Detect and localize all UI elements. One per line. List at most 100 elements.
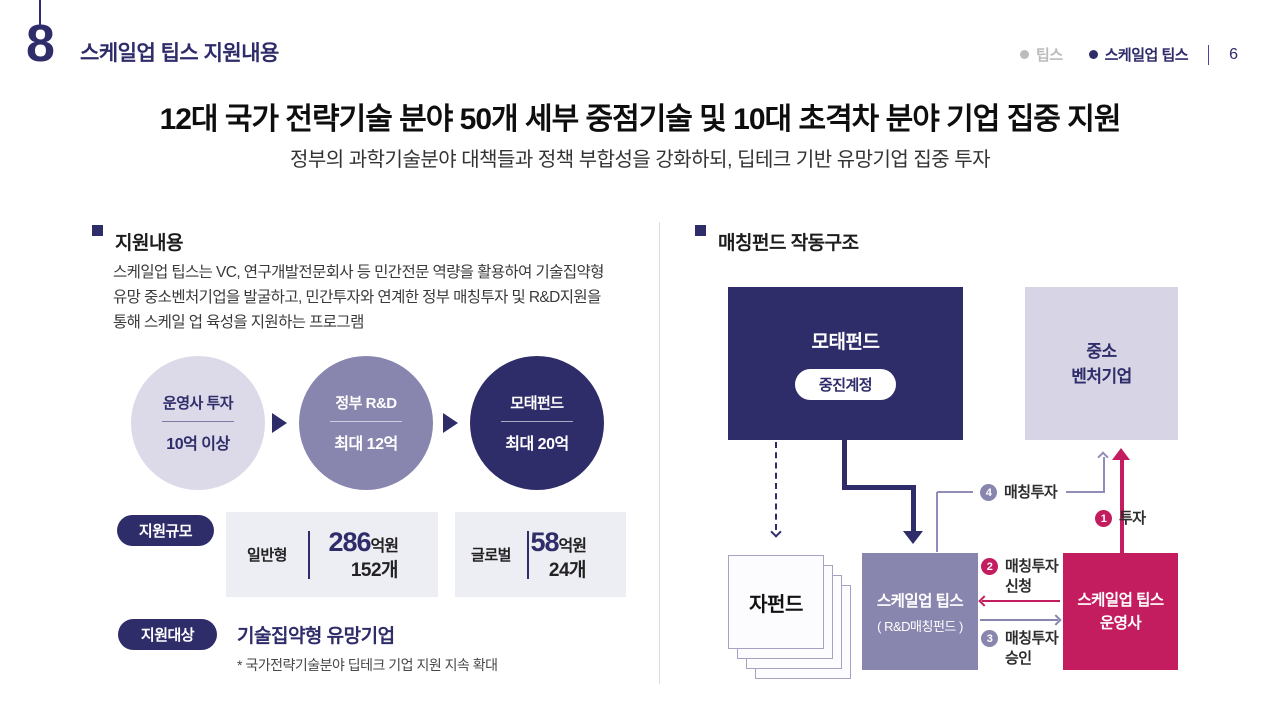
connector-segment — [1066, 491, 1104, 493]
flow-label-matching-investment: 4 매칭투자 — [980, 483, 1058, 503]
description-line: 통해 스케일 업 육성을 지원하는 프로그램 — [113, 314, 364, 331]
box-label: 모태펀드 — [811, 332, 880, 353]
arrow-up-icon — [1112, 448, 1130, 460]
stat-box-global: 글로벌 58억원 24개 — [455, 512, 626, 597]
circle-bottom-label: 최대 20억 — [505, 436, 569, 454]
legend-label: 팁스 — [1036, 47, 1063, 64]
box-label-line: 운영사 — [1099, 614, 1142, 632]
section-bullet-square — [695, 225, 706, 236]
legend-divider — [1208, 44, 1210, 65]
flow-label-matching-approve: 3 매칭투자 승인 — [981, 629, 1059, 669]
connector-segment — [1120, 458, 1124, 553]
connector-segment — [842, 485, 916, 490]
flow-label-investment: 1 투자 — [1095, 509, 1146, 529]
stat-values: 58억원 24개 — [529, 527, 627, 582]
step-2-badge: 2 — [981, 558, 998, 575]
legend-item-tips: 팁스 — [1020, 44, 1063, 65]
breadcrumb-legend: 팁스 스케일업 팁스 6 — [1020, 44, 1238, 65]
box-label-line: 중소 — [1086, 341, 1117, 361]
header-accent-line — [39, 0, 41, 27]
arrow-up-icon — [1097, 451, 1109, 463]
legend-item-scaleup-tips: 스케일업 팁스 — [1088, 44, 1189, 65]
flow-label-matching-apply: 2 매칭투자 신청 — [981, 557, 1059, 597]
section-title-matching: 매칭펀드 작동구조 — [718, 233, 859, 254]
connector-segment — [980, 619, 1058, 621]
box-fund-of-funds: 모태펀드 중진계정 — [728, 287, 963, 440]
box-label-line: 스케일업 팁스 — [876, 592, 964, 610]
stat-box-general: 일반형 286억원 152개 — [226, 512, 438, 597]
arrow-down-icon — [770, 526, 782, 538]
stat-amount-row: 286억원 — [310, 527, 399, 558]
arrow-down-icon — [903, 531, 923, 544]
description-line: 유망 중소벤처기업을 발굴하고, 민간투자와 연계한 정부 매칭투자 및 R&D… — [113, 289, 601, 306]
connector-segment — [842, 440, 847, 490]
badge-support-scale: 지원규모 — [117, 515, 214, 546]
arrow-right-icon — [443, 413, 458, 433]
box-subfund: 자펀드 — [728, 555, 824, 649]
target-title: 기술집약형 유망기업 — [237, 626, 395, 647]
stat-count: 152개 — [350, 560, 399, 582]
circle-top-label: 정부 R&D — [335, 394, 397, 412]
stat-unit: 억원 — [558, 538, 587, 556]
circle-divider — [501, 420, 573, 423]
flow-label-text: 투자 — [1119, 510, 1146, 527]
motae-account-badge: 중진계정 — [794, 369, 897, 400]
arrow-right-icon — [272, 413, 287, 433]
box-scaleup-tips-fund: 스케일업 팁스 ( R&D매칭펀드 ) — [862, 553, 978, 670]
column-divider — [659, 222, 660, 684]
stat-label: 글로벌 — [471, 547, 511, 564]
stat-amount: 286 — [328, 527, 371, 558]
page-number: 6 — [1229, 45, 1238, 63]
flow-label-line: 매칭투자 — [1005, 558, 1059, 575]
circle-top-label: 모태펀드 — [510, 394, 564, 412]
flow-label-text: 매칭투자 신청 — [1005, 557, 1059, 597]
stat-amount-row: 58억원 — [529, 527, 588, 558]
circle-bottom-label: 10억 이상 — [166, 436, 230, 454]
arrow-left-icon — [978, 595, 990, 607]
box-label-line: 스케일업 팁스 — [1077, 591, 1164, 609]
circle-fund-of-funds: 모태펀드 최대 20억 — [470, 356, 604, 490]
circle-bottom-label: 최대 12억 — [334, 436, 398, 454]
stat-amount: 58 — [530, 527, 560, 558]
stat-divider — [527, 530, 529, 579]
support-description: 스케일업 팁스는 VC, 연구개발전문회사 등 민간전문 역량을 활용하여 기술… — [113, 260, 604, 335]
connector-segment — [911, 485, 916, 533]
target-note: * 국가전략기술분야 딥테크 기업 지원 지속 확대 — [237, 657, 498, 673]
slide-title: 스케일업 팁스 지원내용 — [80, 42, 279, 65]
circle-operator-investment: 운영사 투자 10억 이상 — [131, 356, 265, 490]
stat-values: 286억원 152개 — [310, 527, 439, 582]
circle-government-rnd: 정부 R&D 최대 12억 — [299, 356, 433, 490]
legend-label: 스케일업 팁스 — [1104, 47, 1189, 64]
connector-segment — [936, 492, 938, 552]
flow-label-text: 매칭투자 — [1004, 484, 1058, 501]
box-label-line: 벤처기업 — [1071, 366, 1132, 386]
circle-divider — [330, 420, 402, 423]
stat-unit: 억원 — [370, 538, 399, 556]
flow-label-text: 매칭투자 승인 — [1005, 629, 1059, 669]
circle-top-label: 운영사 투자 — [162, 394, 234, 412]
box-scaleup-tips-operator: 스케일업 팁스 운영사 — [1063, 553, 1178, 670]
connector-segment — [982, 600, 1060, 602]
step-4-badge: 4 — [980, 484, 997, 501]
stat-count: 24개 — [548, 560, 587, 582]
stat-divider — [308, 530, 310, 579]
description-line: 스케일업 팁스는 VC, 연구개발전문회사 등 민간전문 역량을 활용하여 기술… — [113, 264, 604, 281]
flow-label-line: 승인 — [1005, 650, 1032, 667]
connector-segment — [937, 491, 973, 493]
circle-divider — [162, 420, 234, 423]
bullet-dot-icon — [1088, 50, 1098, 59]
step-3-badge: 3 — [981, 630, 998, 647]
section-bullet-square — [92, 225, 103, 236]
flow-label-line: 매칭투자 — [1005, 630, 1059, 647]
slide-number-big: 8 — [26, 15, 55, 73]
box-sme-venture: 중소 벤처기업 — [1025, 287, 1178, 440]
badge-support-target: 지원대상 — [118, 619, 217, 650]
flow-label-line: 신청 — [1005, 578, 1032, 595]
arrow-right-icon — [1050, 614, 1062, 626]
box-label-line: ( R&D매칭펀드 ) — [877, 618, 963, 634]
dashed-connector — [775, 442, 777, 530]
step-1-badge: 1 — [1095, 510, 1112, 527]
connector-segment — [1103, 457, 1105, 493]
stat-label: 일반형 — [247, 547, 287, 564]
bullet-dot-icon — [1020, 50, 1030, 59]
